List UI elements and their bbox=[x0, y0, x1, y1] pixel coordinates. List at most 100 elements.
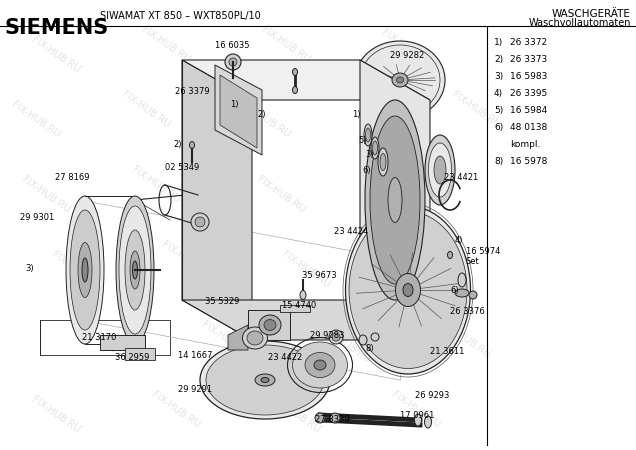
Ellipse shape bbox=[78, 243, 92, 297]
Ellipse shape bbox=[206, 345, 324, 415]
Ellipse shape bbox=[425, 135, 455, 205]
Ellipse shape bbox=[364, 124, 372, 146]
Text: FIX-HUB.RU: FIX-HUB.RU bbox=[260, 25, 312, 65]
Text: SIWAMAT XT 850 – WXT850PL/10: SIWAMAT XT 850 – WXT850PL/10 bbox=[100, 11, 261, 21]
Text: 23 4422: 23 4422 bbox=[268, 354, 302, 363]
Text: 36 2959: 36 2959 bbox=[115, 354, 149, 363]
Text: 8): 8) bbox=[494, 157, 503, 166]
Text: 5): 5) bbox=[358, 135, 366, 144]
Text: 1): 1) bbox=[352, 111, 361, 120]
Text: Waschvollautomaten: Waschvollautomaten bbox=[529, 18, 631, 28]
Text: FIX-HUB.RU: FIX-HUB.RU bbox=[30, 395, 82, 435]
Ellipse shape bbox=[469, 291, 477, 299]
Text: 23 4421: 23 4421 bbox=[444, 174, 478, 183]
Text: 6): 6) bbox=[450, 285, 459, 294]
Ellipse shape bbox=[434, 156, 446, 184]
Text: 26 3395: 26 3395 bbox=[510, 89, 547, 98]
Polygon shape bbox=[125, 348, 155, 360]
Text: FIX-HUB.RU: FIX-HUB.RU bbox=[270, 395, 322, 435]
Ellipse shape bbox=[242, 327, 268, 349]
Text: 29 9291: 29 9291 bbox=[178, 386, 212, 395]
Text: 26 3379: 26 3379 bbox=[175, 87, 210, 96]
Ellipse shape bbox=[349, 212, 467, 369]
Text: 15 4740: 15 4740 bbox=[282, 301, 316, 310]
Text: 21 3611: 21 3611 bbox=[430, 347, 464, 356]
Text: 21 3170: 21 3170 bbox=[82, 333, 116, 342]
Text: FIX-HUB.RU: FIX-HUB.RU bbox=[380, 165, 432, 205]
Ellipse shape bbox=[365, 100, 425, 300]
Ellipse shape bbox=[116, 196, 154, 344]
Text: 3): 3) bbox=[365, 150, 373, 159]
Ellipse shape bbox=[314, 360, 326, 370]
Ellipse shape bbox=[293, 68, 298, 76]
Ellipse shape bbox=[247, 331, 263, 345]
Polygon shape bbox=[280, 305, 310, 312]
Ellipse shape bbox=[360, 45, 440, 115]
Ellipse shape bbox=[458, 273, 466, 287]
Ellipse shape bbox=[293, 342, 347, 388]
Text: 1): 1) bbox=[230, 100, 238, 109]
Text: 29 9282: 29 9282 bbox=[390, 50, 424, 59]
Text: FIX-HUB.RU: FIX-HUB.RU bbox=[30, 35, 82, 75]
Ellipse shape bbox=[345, 206, 471, 374]
Ellipse shape bbox=[370, 116, 420, 284]
Ellipse shape bbox=[329, 330, 343, 344]
Text: FIX-HUB.RU: FIX-HUB.RU bbox=[390, 390, 442, 430]
Ellipse shape bbox=[190, 141, 195, 149]
Text: 27 8169: 27 8169 bbox=[55, 174, 90, 183]
Text: FIX-HUB.RU: FIX-HUB.RU bbox=[450, 90, 502, 130]
Text: 16 5984: 16 5984 bbox=[510, 106, 547, 115]
Text: 1): 1) bbox=[494, 38, 503, 47]
Ellipse shape bbox=[371, 333, 379, 341]
Text: FIX-HUB.RU: FIX-HUB.RU bbox=[320, 325, 372, 365]
Text: 16 5978: 16 5978 bbox=[510, 157, 548, 166]
Ellipse shape bbox=[392, 73, 408, 87]
Text: 3): 3) bbox=[25, 264, 34, 273]
Text: 35 9673: 35 9673 bbox=[302, 270, 336, 279]
Text: 02 5349: 02 5349 bbox=[165, 163, 199, 172]
Polygon shape bbox=[220, 75, 257, 148]
Text: FIX-HUB.RU: FIX-HUB.RU bbox=[255, 175, 307, 215]
Text: 29 9301: 29 9301 bbox=[20, 213, 54, 222]
Text: 23 4424: 23 4424 bbox=[334, 228, 368, 237]
Text: 27 8339: 27 8339 bbox=[315, 415, 350, 424]
Ellipse shape bbox=[213, 113, 227, 121]
Text: 6): 6) bbox=[362, 166, 371, 175]
Ellipse shape bbox=[229, 58, 237, 66]
Text: 26 3372: 26 3372 bbox=[510, 38, 547, 47]
Text: FIX-HUB.RU: FIX-HUB.RU bbox=[380, 28, 432, 68]
Text: FIX-HUB.RU: FIX-HUB.RU bbox=[160, 240, 212, 280]
Ellipse shape bbox=[359, 335, 367, 345]
Text: FIX-HUB.RU: FIX-HUB.RU bbox=[80, 325, 132, 365]
Polygon shape bbox=[228, 325, 248, 350]
Text: FIX-HUB.RU: FIX-HUB.RU bbox=[240, 100, 292, 140]
Ellipse shape bbox=[378, 148, 388, 176]
Text: 2): 2) bbox=[173, 140, 181, 149]
Ellipse shape bbox=[448, 252, 452, 258]
Ellipse shape bbox=[429, 143, 452, 197]
Ellipse shape bbox=[264, 320, 276, 330]
Ellipse shape bbox=[293, 86, 298, 94]
Polygon shape bbox=[182, 60, 252, 340]
Text: 16 5983: 16 5983 bbox=[510, 72, 548, 81]
Text: Set: Set bbox=[466, 256, 480, 266]
Polygon shape bbox=[100, 335, 145, 350]
Text: FIX-HUB.RU: FIX-HUB.RU bbox=[360, 95, 412, 135]
Ellipse shape bbox=[261, 378, 269, 382]
Ellipse shape bbox=[259, 315, 281, 335]
Ellipse shape bbox=[119, 206, 151, 334]
Ellipse shape bbox=[195, 217, 205, 227]
Ellipse shape bbox=[213, 71, 227, 79]
Ellipse shape bbox=[200, 341, 330, 419]
Text: FIX-HUB.RU: FIX-HUB.RU bbox=[130, 165, 182, 205]
Ellipse shape bbox=[225, 54, 241, 70]
Text: FIX-HUB.RU: FIX-HUB.RU bbox=[150, 390, 202, 430]
Text: 3): 3) bbox=[494, 72, 503, 81]
Text: 26 9293: 26 9293 bbox=[415, 391, 450, 400]
Ellipse shape bbox=[415, 414, 422, 426]
Ellipse shape bbox=[82, 258, 88, 282]
Ellipse shape bbox=[132, 261, 137, 279]
Polygon shape bbox=[182, 300, 430, 340]
Ellipse shape bbox=[355, 41, 445, 119]
Ellipse shape bbox=[125, 230, 145, 310]
